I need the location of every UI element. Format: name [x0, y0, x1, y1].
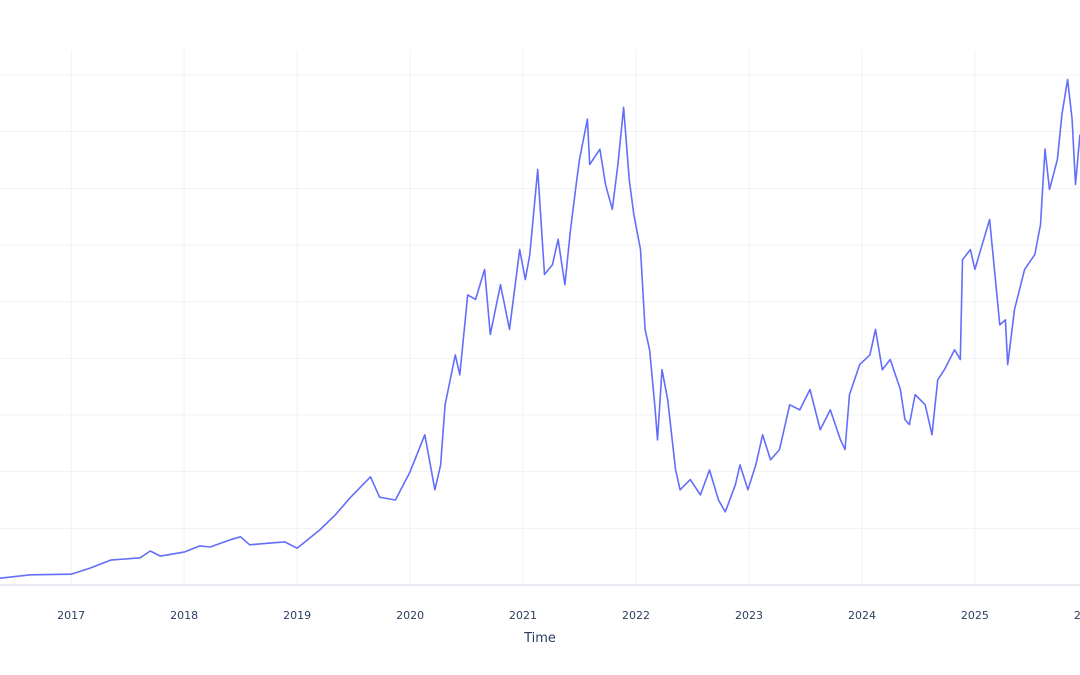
x-tick-label: 2018 — [170, 609, 198, 622]
series-line — [0, 78, 1080, 579]
x-tick-label: 2025 — [961, 609, 989, 622]
x-tick-label: 2026 — [1074, 609, 1080, 622]
x-tick-label: 2017 — [57, 609, 85, 622]
x-tick-label: 2023 — [735, 609, 763, 622]
gridlines — [0, 50, 1080, 586]
x-axis-title: Time — [523, 631, 556, 646]
x-axis-ticks: 2017 2018 2019 2020 2021 2022 2023 2024 2025 2026 — [57, 609, 1080, 622]
x-tick-label: 2022 — [622, 609, 650, 622]
x-tick-label: 2019 — [283, 609, 311, 622]
x-tick-label: 2020 — [396, 609, 424, 622]
x-tick-label: 2024 — [848, 609, 876, 622]
x-tick-label: 2021 — [509, 609, 537, 622]
